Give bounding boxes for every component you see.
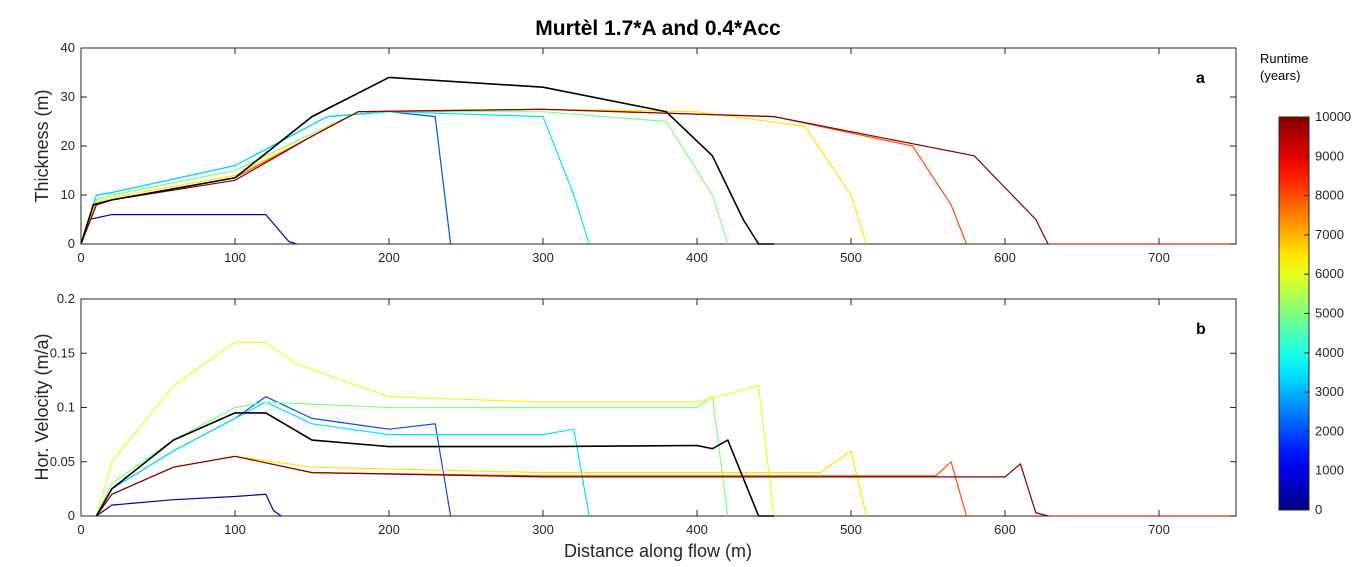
panel-b-xtick-label: 200	[378, 522, 400, 537]
panel-b-series-line-3	[95, 395, 729, 517]
panel-a-ytick-label: 10	[61, 187, 75, 202]
colorbar-title-line2: (years)	[1260, 68, 1300, 83]
panel-b-xlabel: Distance along flow (m)	[564, 541, 752, 561]
panel-a-ytick-label: 20	[61, 138, 75, 153]
panel-b-series-line-4	[95, 341, 775, 517]
panel-b-series-group	[95, 341, 1236, 517]
panel-a-ytick-label: 0	[68, 236, 75, 251]
panel-a-series-group	[80, 76, 1236, 245]
panel-a-letter: a	[1196, 70, 1205, 87]
panel-b-letter: b	[1196, 321, 1206, 338]
panel-b-ytick-label: 0.1	[57, 400, 75, 415]
panel-b-xtick-label: 0	[77, 522, 84, 537]
colorbar-title-line1: Runtime	[1260, 51, 1308, 66]
colorbar-tick-label: 4000	[1315, 345, 1344, 360]
colorbar-tick-label: 2000	[1315, 423, 1344, 438]
panel-a-xtick-label: 400	[686, 250, 708, 265]
panel-a-xtick-label: 700	[1148, 250, 1170, 265]
panel-a-ytick-label: 40	[61, 40, 75, 55]
panel-b-xtick-label: 300	[532, 522, 554, 537]
colorbar-tick-label: 10000	[1315, 109, 1351, 124]
panel-b-velocity: 0 100 200 300 400 500 600 700 0 0.05 0.1 0.15 0.2 Ho…	[32, 291, 1237, 561]
colorbar-tick-label: 8000	[1315, 188, 1344, 203]
colorbar-ticks: 0 1000 2000 3000 4000 5000 6000 7000 8000 9000 100…	[1304, 109, 1351, 517]
panel-a-series-line-7	[80, 76, 774, 245]
panel-b-ytick-label: 0.2	[57, 291, 75, 306]
panel-b-xtick-label: 600	[994, 522, 1016, 537]
panel-a-xtick-label: 300	[532, 250, 554, 265]
colorbar-tick-label: 6000	[1315, 266, 1344, 281]
colorbar-tick-label: 7000	[1315, 227, 1344, 242]
panel-b-xtick-label: 500	[840, 522, 862, 537]
panel-a-xtick-label: 200	[378, 250, 400, 265]
chart-title: Murtèl 1.7*A and 0.4*Acc	[535, 17, 781, 40]
panel-b-series-line-2	[95, 401, 590, 517]
colorbar-tick-label: 9000	[1315, 148, 1344, 163]
panel-b-series-line-7	[95, 455, 1049, 517]
panel-b-xtick-label: 700	[1148, 522, 1170, 537]
panel-b-xtick-label: 400	[686, 522, 708, 537]
panel-a-axes-box	[80, 47, 1237, 245]
panel-a-xtick-label: 500	[840, 250, 862, 265]
panel-b-ytick-label: 0.05	[50, 454, 75, 469]
panel-a-xtick-label: 0	[77, 250, 84, 265]
panel-b-xtick-label: 100	[224, 522, 246, 537]
panel-b-series-line-8	[95, 412, 774, 517]
panel-b-series-line-0	[96, 493, 282, 517]
panel-a-thickness: 0 100 200 300 400 500 600 700 0 10 20 30 40 Thicknes…	[32, 40, 1237, 265]
colorbar-tick-label: 5000	[1315, 306, 1344, 321]
panel-a-ytick-label: 30	[61, 89, 75, 104]
colorbar-tick-label: 1000	[1315, 463, 1344, 478]
panel-a-series-line-2	[80, 111, 590, 245]
panel-a-xtick-label: 100	[224, 250, 246, 265]
panel-b-ytick-label: 0.15	[50, 345, 75, 360]
panel-b-ylabel: Hor. Velocity (m/a)	[32, 333, 52, 480]
panel-a-ylabel: Thickness (m)	[32, 89, 52, 202]
panel-a-ticks: 0 100 200 300 400 500 600 700 0 10 20 30 40	[61, 40, 1236, 265]
colorbar-tick-label: 0	[1315, 502, 1322, 517]
panel-b-ytick-label: 0	[68, 508, 75, 523]
colorbar-tick-label: 3000	[1315, 384, 1344, 399]
panel-a-xtick-label: 600	[994, 250, 1016, 265]
panel-b-ticks: 0 100 200 300 400 500 600 700 0 0.05 0.1 0.15 0.2	[50, 291, 1236, 537]
runtime-colorbar: Runtime (years) 0 1000 2000 3000 4000 5000 600…	[1260, 51, 1351, 517]
